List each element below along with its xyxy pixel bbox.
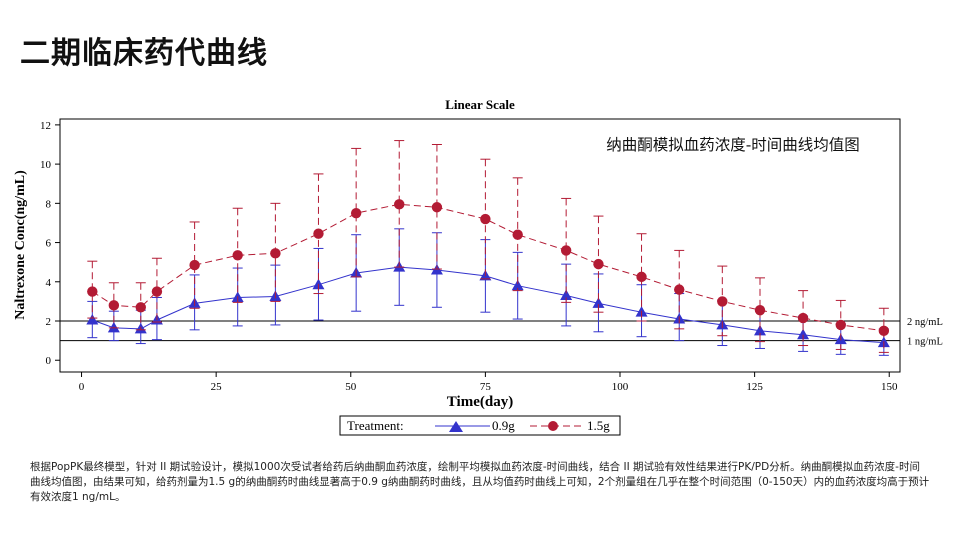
legend: Treatment: 0.9g 1.5g (339, 415, 621, 436)
data-point (350, 207, 362, 219)
y-axis-label: Naltrexone Conc(ng/mL) (13, 170, 28, 320)
legend-series-1: 0.9g (492, 418, 515, 433)
series-line (92, 266, 884, 344)
data-point (674, 284, 685, 295)
data-point (270, 248, 281, 259)
data-point (754, 324, 766, 336)
legend-circle-marker (548, 421, 558, 431)
series-line (92, 203, 884, 332)
data-point (394, 199, 405, 210)
y-tick-label: 8 (46, 198, 52, 210)
data-point (717, 296, 728, 307)
y-tick-label: 10 (40, 159, 52, 171)
inner-title: 纳曲酮模拟血药浓度-时间曲线均值图 (606, 136, 860, 154)
x-tick-label: 50 (345, 381, 357, 393)
y-tick-label: 6 (46, 238, 52, 250)
data-point (797, 312, 809, 324)
data-point (480, 213, 491, 225)
data-point (86, 314, 99, 325)
data-point (431, 202, 443, 213)
data-point (512, 229, 523, 240)
x-tick-label: 75 (480, 381, 492, 393)
data-point (754, 305, 766, 316)
y-tick-label: 4 (46, 277, 52, 289)
data-point (189, 259, 200, 271)
slide-caption: 根据PopPK最终模型，针对 II 期试验设计，模拟1000次受试者给药后纳曲酮… (30, 461, 930, 503)
data-point (560, 289, 573, 301)
x-axis-label: Time(day) (447, 394, 513, 410)
data-point (232, 250, 243, 261)
data-point (511, 279, 524, 291)
x-tick-label: 0 (79, 381, 85, 393)
y-tick-label: 2 (46, 316, 52, 328)
chart-title: Linear Scale (445, 97, 515, 112)
series-0.9g (86, 228, 890, 356)
x-tick-label: 150 (881, 381, 898, 393)
data-point (560, 245, 572, 256)
plot-frame (59, 118, 901, 373)
data-point (636, 271, 647, 283)
y-tick-label: 12 (40, 120, 51, 132)
x-tick-label: 25 (211, 381, 223, 393)
x-tick-label: 125 (746, 381, 763, 393)
series-1.5g (87, 140, 890, 353)
data-point (797, 328, 810, 340)
legend-box (339, 415, 621, 436)
data-point (835, 319, 846, 331)
legend-triangle-marker (449, 421, 463, 432)
data-point (593, 258, 604, 270)
slide-title: 二期临床药代曲线 (20, 36, 268, 71)
data-point (592, 297, 605, 308)
x-tick-label: 100 (612, 381, 629, 393)
legend-series-2: 1.5g (587, 418, 610, 433)
data-point (87, 286, 98, 297)
data-point (151, 286, 163, 297)
reference-line-label: 2 ng/mL (907, 317, 943, 328)
data-point (313, 228, 324, 239)
legend-title: Treatment: (347, 418, 404, 433)
data-point (878, 325, 890, 337)
y-tick-label: 0 (46, 355, 52, 367)
data-point (135, 302, 146, 313)
pk-chart: Linear Scale 纳曲酮模拟血药浓度-时间曲线均值图 2 ng/mL 1 … (13, 97, 943, 436)
data-point (108, 300, 120, 311)
reference-line-label: 1 ng/mL (907, 337, 943, 348)
